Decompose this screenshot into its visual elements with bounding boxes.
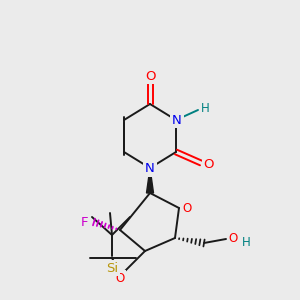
Text: H: H — [201, 101, 209, 115]
Text: N: N — [145, 163, 155, 176]
Text: H: H — [242, 236, 251, 250]
Text: O: O — [182, 202, 192, 215]
Text: O: O — [228, 232, 238, 244]
Text: O: O — [204, 158, 214, 170]
Text: N: N — [172, 113, 182, 127]
Text: F: F — [81, 215, 89, 229]
Polygon shape — [146, 168, 154, 193]
Text: O: O — [116, 272, 124, 284]
Text: O: O — [145, 70, 155, 83]
Text: Si: Si — [106, 262, 118, 275]
